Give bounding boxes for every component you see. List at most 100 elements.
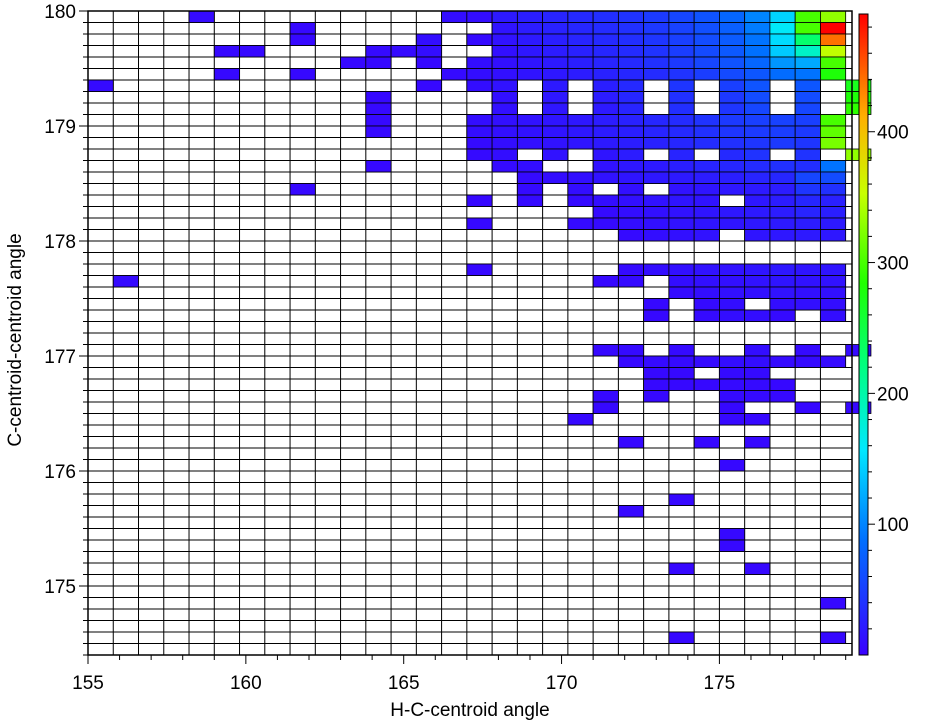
heatmap-cell xyxy=(617,56,645,69)
heatmap-cell xyxy=(845,344,872,357)
heatmap-cell xyxy=(693,137,720,150)
heatmap-cell xyxy=(466,10,493,23)
heatmap-cell xyxy=(668,206,695,219)
heatmap-cell xyxy=(693,217,720,230)
x-tick-label: 155 xyxy=(72,673,104,694)
heatmap-cell xyxy=(542,148,569,161)
heatmap-cell xyxy=(617,10,645,23)
heatmap-cell xyxy=(744,378,771,391)
heatmap-cell xyxy=(719,459,746,472)
heatmap-cell xyxy=(87,79,114,92)
colorbar-tick-label: 200 xyxy=(877,384,909,405)
heatmap-cell xyxy=(567,56,594,69)
heatmap-cell xyxy=(542,137,569,150)
heatmap-cell xyxy=(744,160,771,173)
y-tick-label: 177 xyxy=(44,347,76,368)
heatmap-cell xyxy=(820,183,847,196)
heatmap-cell xyxy=(693,56,720,69)
heatmap-cell xyxy=(441,68,468,81)
heatmap-cell xyxy=(668,102,695,115)
heatmap-cell xyxy=(668,275,695,288)
heatmap-cell xyxy=(769,286,796,299)
heatmap-cell xyxy=(744,68,771,81)
heatmap-cell xyxy=(592,22,619,35)
heatmap-cell xyxy=(744,217,771,230)
heatmap-cell xyxy=(491,102,518,115)
heatmap-cell xyxy=(617,79,645,92)
heatmap-cell xyxy=(491,137,518,150)
heatmap-cell xyxy=(693,263,720,276)
heatmap-cell xyxy=(516,160,544,173)
heatmap-cell xyxy=(693,68,720,81)
heatmap-cell xyxy=(617,217,645,230)
heatmap-cell xyxy=(744,171,771,184)
y-tick-label: 176 xyxy=(44,462,76,483)
heatmap-cell xyxy=(719,137,746,150)
heatmap-cell xyxy=(668,56,695,69)
heatmap-cell xyxy=(693,33,720,46)
heatmap-cell xyxy=(542,125,569,138)
heatmap-cell xyxy=(719,309,746,322)
heatmap-cell xyxy=(794,114,821,127)
heatmap-cell xyxy=(820,171,847,184)
heatmap-cell xyxy=(542,114,569,127)
heatmap-cell xyxy=(592,114,619,127)
heatmap-cell xyxy=(744,125,771,138)
x-tick-label: 160 xyxy=(230,673,262,694)
heatmap-cell xyxy=(820,309,847,322)
heatmap-cell xyxy=(415,33,442,46)
heatmap-cell xyxy=(820,114,847,127)
heatmap-cell xyxy=(820,68,847,81)
heatmap-cell xyxy=(466,194,493,207)
heatmap-cell xyxy=(845,148,872,161)
heatmap-cell xyxy=(693,355,720,368)
heatmap-cell xyxy=(643,390,670,403)
heatmap-cell xyxy=(491,125,518,138)
heatmap-cell xyxy=(643,206,670,219)
heatmap-cell xyxy=(567,183,594,196)
heatmap-cell xyxy=(643,171,670,184)
heatmap-cell xyxy=(719,22,746,35)
heatmap-cell xyxy=(289,68,316,81)
heatmap-cell xyxy=(820,263,847,276)
heatmap-cell xyxy=(668,263,695,276)
heatmap-cell xyxy=(617,355,645,368)
colorbar-tick-label: 400 xyxy=(877,123,909,144)
heatmap-cell xyxy=(643,33,670,46)
heatmap-cell xyxy=(820,206,847,219)
heatmap-cell xyxy=(668,171,695,184)
colorbar-ticks: 100 200 300 400 xyxy=(868,26,909,630)
heatmap-cell xyxy=(466,217,493,230)
heatmap-cell xyxy=(769,229,796,242)
heatmap-cell xyxy=(643,10,670,23)
heatmap-cell xyxy=(769,275,796,288)
heatmap-cell xyxy=(820,45,847,58)
heatmap-cell xyxy=(592,390,619,403)
heatmap-cells xyxy=(87,10,872,644)
heatmap-cell xyxy=(794,125,821,138)
heatmap-cell xyxy=(390,45,417,58)
heatmap-cell xyxy=(491,22,518,35)
heatmap-cell xyxy=(693,275,720,288)
heatmap-cell xyxy=(820,160,847,173)
heatmap-cell xyxy=(516,56,544,69)
heatmap-cell xyxy=(794,206,821,219)
heatmap-cell xyxy=(719,367,746,380)
heatmap-cell xyxy=(617,505,645,518)
heatmap-cell xyxy=(744,390,771,403)
heatmap-cell xyxy=(617,22,645,35)
x-tick-label: 175 xyxy=(704,673,736,694)
heatmap-cell xyxy=(820,286,847,299)
heatmap-cell xyxy=(744,344,771,357)
colorbar-tick-label: 100 xyxy=(877,515,909,536)
heatmap-cell xyxy=(643,263,670,276)
heatmap-cell xyxy=(617,229,645,242)
heatmap-cell xyxy=(491,79,518,92)
heatmap-cell xyxy=(744,137,771,150)
heatmap-cell xyxy=(592,68,619,81)
heatmap-cell xyxy=(542,45,569,58)
heatmap-cell xyxy=(617,436,645,449)
x-tick-label: 170 xyxy=(546,673,578,694)
heatmap-cell xyxy=(668,22,695,35)
heatmap-cell xyxy=(794,401,821,414)
